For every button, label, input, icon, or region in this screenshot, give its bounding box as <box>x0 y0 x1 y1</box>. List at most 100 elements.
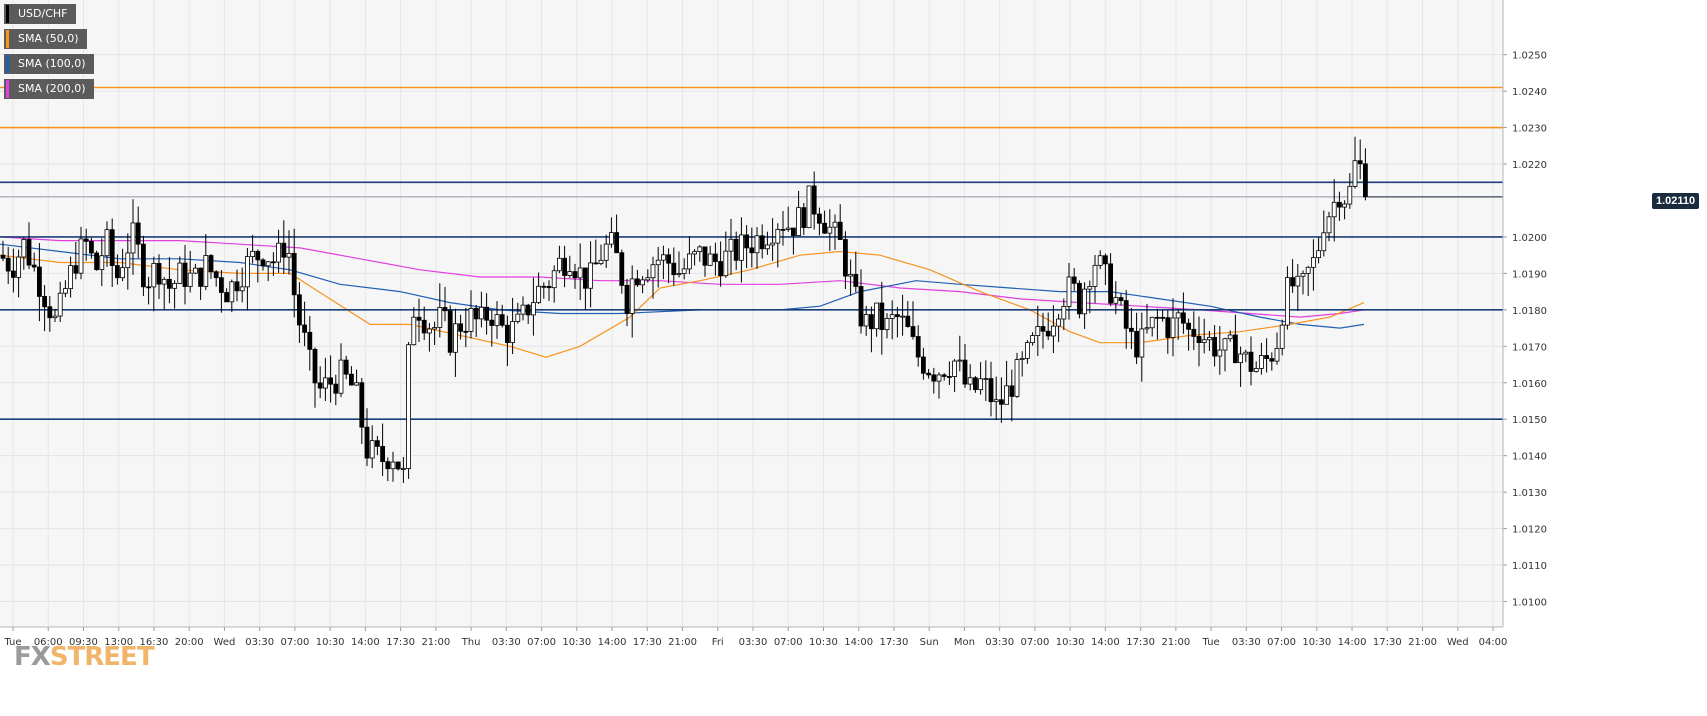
candle-body-up <box>151 263 157 288</box>
candle <box>947 361 952 385</box>
y-tick-label: 1.0180 <box>1512 306 1547 317</box>
candle-body-up <box>957 359 963 362</box>
candle <box>978 362 983 395</box>
candle <box>354 369 360 386</box>
legend-item-sma100: SMA (100,0) <box>4 54 94 74</box>
candle-body-up <box>936 374 942 382</box>
candle-body-up <box>1207 337 1212 341</box>
candle-body-up <box>1019 357 1025 361</box>
candle-body-up <box>1004 385 1009 405</box>
candle <box>338 343 344 398</box>
candle-body-down <box>1290 277 1295 287</box>
candle-body-up <box>276 242 282 263</box>
candle-body-down <box>1071 276 1077 284</box>
candle <box>853 251 859 293</box>
candle-body-up <box>1331 201 1337 218</box>
x-tick-label: 13:00 <box>104 637 133 648</box>
candle <box>1030 332 1035 346</box>
candle-body-up <box>806 185 812 229</box>
candle-body-up <box>1326 216 1332 234</box>
y-tick-label: 1.0120 <box>1512 525 1547 536</box>
candle <box>0 240 6 262</box>
candle <box>120 248 125 282</box>
candle-body-down <box>1155 316 1160 319</box>
x-tick-label: 17:30 <box>1373 637 1402 648</box>
candle-body-up <box>322 377 328 389</box>
candle <box>333 374 339 406</box>
candle-body-up <box>629 278 635 314</box>
y-tick-label: 1.0170 <box>1512 342 1547 353</box>
candle <box>702 246 708 277</box>
candle <box>723 231 729 278</box>
candle <box>635 269 640 287</box>
candle-body-up <box>520 304 526 315</box>
candle <box>140 235 146 296</box>
x-tick-label: Wed <box>214 637 236 648</box>
candle-body-down <box>546 286 552 289</box>
candle-body-down <box>395 461 401 470</box>
x-tick-label: 10:30 <box>316 637 345 648</box>
candle-body-down <box>416 316 422 321</box>
candle <box>42 285 47 332</box>
candle <box>89 237 94 259</box>
candle-body-down <box>473 307 479 320</box>
x-tick-label: 21:00 <box>1408 637 1437 648</box>
candle <box>1290 259 1295 293</box>
candle-body-down <box>869 314 874 330</box>
candle-body-up <box>250 250 256 257</box>
candle-body-up <box>967 377 973 385</box>
candle <box>400 456 406 484</box>
candle-body-down <box>541 285 547 288</box>
candle-body-down <box>1123 300 1129 329</box>
candle-body-down <box>484 306 490 321</box>
candle-body-down <box>843 239 848 277</box>
candle <box>1019 351 1025 377</box>
candle-body-up <box>536 285 541 304</box>
x-tick-label: 14:00 <box>844 637 873 648</box>
x-tick-label: 21:00 <box>668 637 697 648</box>
candle-body-up <box>432 327 438 330</box>
candle-body-up <box>557 257 562 272</box>
x-tick-label: 07:00 <box>774 637 803 648</box>
candle-body-down <box>224 292 230 303</box>
x-tick-label: 21:00 <box>421 637 450 648</box>
candle <box>510 297 516 355</box>
candle-body-down <box>348 373 354 386</box>
candle <box>671 247 677 286</box>
candle <box>432 321 438 345</box>
candle-body-down <box>499 314 505 326</box>
candle <box>380 423 386 477</box>
candle <box>884 313 890 339</box>
candle <box>1311 239 1316 291</box>
candle <box>499 304 505 328</box>
candle <box>73 241 79 280</box>
candle <box>697 245 703 262</box>
legend-label: SMA (200,0) <box>18 82 86 95</box>
candle <box>1363 148 1368 201</box>
candle-body-up <box>63 288 68 294</box>
candle <box>447 305 453 356</box>
candle-body-up <box>21 239 27 258</box>
candle <box>437 283 443 338</box>
candle <box>213 270 219 287</box>
x-tick-label: 07:00 <box>527 637 556 648</box>
candle <box>302 301 308 347</box>
candle <box>640 276 645 294</box>
candle-body-up <box>452 323 458 353</box>
x-tick-label: 10:30 <box>809 637 838 648</box>
candle-body-down <box>1248 351 1254 372</box>
candle-body-up <box>1352 160 1358 187</box>
candle <box>728 218 734 275</box>
candle <box>47 296 53 332</box>
candle <box>1326 211 1332 242</box>
candle-body-down <box>291 252 297 296</box>
candle <box>172 280 178 309</box>
candle <box>650 256 656 299</box>
candle <box>785 206 791 232</box>
candle <box>1051 305 1056 354</box>
x-tick-label: Fri <box>712 637 724 648</box>
candle-body-up <box>68 265 73 290</box>
candle <box>577 243 583 301</box>
legend-swatch <box>6 80 9 98</box>
